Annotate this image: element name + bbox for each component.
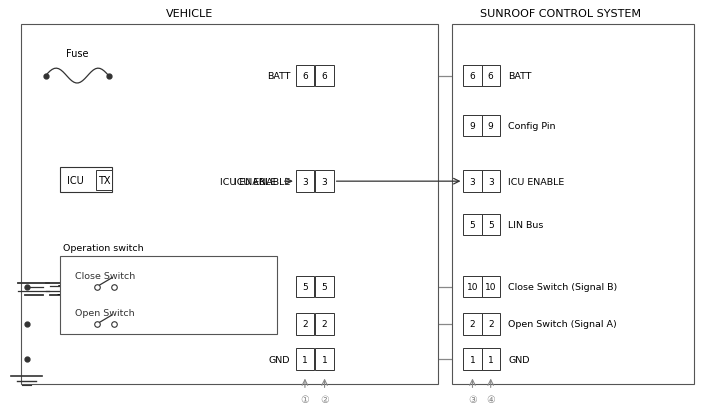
Text: 5: 5 <box>470 221 475 230</box>
Text: ICU ENABLE: ICU ENABLE <box>234 177 290 186</box>
Bar <box>463 66 482 87</box>
Text: 2: 2 <box>470 320 475 329</box>
Text: BATT: BATT <box>266 72 290 81</box>
Bar <box>463 171 482 192</box>
Bar <box>482 66 500 87</box>
Text: 3: 3 <box>488 177 494 186</box>
Bar <box>296 276 314 298</box>
Bar <box>463 115 482 137</box>
Text: ③: ③ <box>468 394 477 404</box>
Text: Close Switch (Signal B): Close Switch (Signal B) <box>508 282 618 292</box>
Text: Fuse: Fuse <box>66 49 88 59</box>
Text: Config Pin: Config Pin <box>508 121 556 131</box>
Bar <box>482 171 500 192</box>
Text: 3: 3 <box>322 177 327 186</box>
Bar <box>96 170 112 191</box>
Bar <box>315 276 334 298</box>
Text: ②: ② <box>320 394 329 404</box>
Text: VEHICLE: VEHICLE <box>165 9 213 19</box>
Text: GND: GND <box>268 355 290 364</box>
Text: 10: 10 <box>485 282 496 292</box>
Text: LIN Bus: LIN Bus <box>508 221 543 230</box>
Bar <box>452 25 694 384</box>
Text: 3: 3 <box>302 177 308 186</box>
Text: Open Switch (Signal A): Open Switch (Signal A) <box>508 320 617 329</box>
Bar <box>296 171 314 192</box>
Text: Close Switch: Close Switch <box>75 271 135 280</box>
Text: ICU ENABLE: ICU ENABLE <box>508 177 564 186</box>
Bar <box>463 214 482 236</box>
Text: 2: 2 <box>488 320 494 329</box>
Bar <box>315 171 334 192</box>
Text: 5: 5 <box>322 282 327 292</box>
Bar <box>482 214 500 236</box>
Text: 6: 6 <box>470 72 475 81</box>
Text: SUNROOF CONTROL SYSTEM: SUNROOF CONTROL SYSTEM <box>480 9 641 19</box>
Text: ④: ④ <box>486 394 495 404</box>
Text: ICU ENABLE: ICU ENABLE <box>220 177 276 186</box>
Bar <box>21 25 438 384</box>
Bar <box>482 276 500 298</box>
Text: 1: 1 <box>322 355 327 364</box>
Bar <box>482 349 500 370</box>
Bar <box>296 66 314 87</box>
Text: 5: 5 <box>302 282 308 292</box>
Text: 1: 1 <box>470 355 475 364</box>
Text: BATT: BATT <box>508 72 532 81</box>
Text: 5: 5 <box>488 221 494 230</box>
Bar <box>463 349 482 370</box>
Text: Operation switch: Operation switch <box>63 244 144 253</box>
Text: +: + <box>57 280 66 290</box>
Text: 1: 1 <box>302 355 308 364</box>
Text: TX: TX <box>98 176 110 185</box>
Text: Open Switch: Open Switch <box>75 308 135 317</box>
Bar <box>315 66 334 87</box>
Bar <box>296 313 314 335</box>
Text: GND: GND <box>508 355 530 364</box>
Bar <box>482 313 500 335</box>
Text: ICU: ICU <box>67 175 83 185</box>
Text: 6: 6 <box>322 72 327 81</box>
Bar <box>463 313 482 335</box>
Bar <box>60 256 277 335</box>
Text: 1: 1 <box>488 355 494 364</box>
Text: 9: 9 <box>488 121 494 131</box>
Text: ①: ① <box>301 394 309 404</box>
Text: 6: 6 <box>488 72 494 81</box>
Bar <box>315 313 334 335</box>
Bar <box>296 349 314 370</box>
Bar <box>315 349 334 370</box>
Text: 10: 10 <box>467 282 478 292</box>
Text: 2: 2 <box>302 320 308 329</box>
Text: 9: 9 <box>470 121 475 131</box>
Text: 6: 6 <box>302 72 308 81</box>
Text: –: – <box>57 288 62 298</box>
Text: 2: 2 <box>322 320 327 329</box>
Bar <box>60 168 112 192</box>
Bar <box>463 276 482 298</box>
Bar <box>482 115 500 137</box>
Text: 3: 3 <box>470 177 475 186</box>
